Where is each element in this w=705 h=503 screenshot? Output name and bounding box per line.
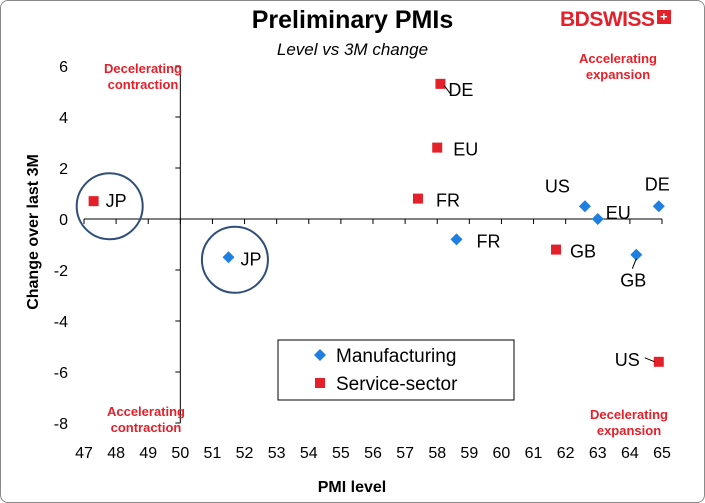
point-manufacturing-us [578, 200, 591, 213]
y-tick-label: 0 [59, 212, 68, 229]
y-tick-label: -4 [54, 314, 68, 331]
point-label-manufacturing-de: DE [645, 174, 670, 194]
quadrant-label-top-right: expansion [586, 67, 650, 82]
quadrant-label-bottom-right: Decelerating [590, 407, 668, 422]
leader-line-service-sector-us [644, 357, 655, 363]
quadrant-label-bottom-left: contraction [111, 420, 182, 435]
legend-marker-service-sector [315, 378, 325, 388]
point-service-sector-jp [88, 196, 99, 207]
y-tick-label: -6 [54, 365, 68, 382]
legend-label: Service-sector [336, 374, 458, 395]
leader-line-manufacturing-gb [631, 258, 637, 269]
highlight-circle-jp-services [75, 172, 144, 241]
brand-logo: BDSWISS + [560, 8, 671, 32]
highlight-circles [75, 172, 269, 294]
x-tick-label: 59 [460, 445, 478, 462]
x-tick-label: 51 [204, 445, 222, 462]
point-manufacturing-eu [591, 213, 604, 225]
brand-plus-icon: + [656, 10, 671, 24]
data-points: JP FR US EU DE GB JP DE EU FR GB US [88, 78, 670, 370]
point-label-service-sector-fr: FR [436, 191, 460, 211]
y-tick-label: 2 [59, 161, 68, 178]
x-tick-label: 55 [332, 445, 350, 462]
point-service-sector-gb [551, 244, 562, 255]
point-label-manufacturing-fr: FR [476, 231, 500, 251]
point-manufacturing-de [652, 200, 665, 213]
x-tick-label: 61 [525, 445, 543, 462]
point-label-service-sector-jp: JP [106, 191, 127, 211]
x-axis-label: PMI level [318, 479, 386, 496]
x-tick-label: 62 [557, 445, 575, 462]
x-tick-label: 57 [396, 445, 414, 462]
y-tick-label: -8 [54, 416, 68, 433]
legend: Manufacturing Service-sector [277, 339, 515, 401]
point-service-sector-us [653, 356, 664, 367]
point-manufacturing-fr [450, 233, 463, 246]
legend-box [277, 339, 515, 401]
leader-line-service-sector-de [444, 85, 451, 95]
y-tick-label: 6 [59, 59, 68, 76]
quadrant-label-bottom-left: Accelerating [107, 404, 185, 419]
point-label-manufacturing-gb: GB [620, 271, 646, 291]
point-label-service-sector-us: US [615, 350, 640, 370]
x-tick-label: 60 [493, 445, 511, 462]
point-label-manufacturing-jp: JP [241, 249, 262, 269]
y-tick-label: -2 [54, 263, 68, 280]
x-tick-label: 52 [236, 445, 254, 462]
point-service-sector-eu [432, 142, 443, 153]
brand-name: BDSWISS [560, 8, 655, 31]
point-label-service-sector-de: DE [448, 80, 473, 100]
point-label-service-sector-eu: EU [453, 140, 478, 160]
quadrant-label-top-left: Decelerating [104, 61, 182, 76]
x-tick-label: 63 [589, 445, 607, 462]
point-label-manufacturing-us: US [545, 176, 570, 196]
point-manufacturing-jp [222, 251, 235, 264]
point-service-sector-fr [412, 193, 423, 204]
legend-label: Manufacturing [336, 346, 456, 367]
x-tick-label: 65 [653, 445, 671, 462]
axes [83, 65, 663, 424]
x-tick-label: 58 [428, 445, 446, 462]
x-tick-label: 64 [621, 445, 639, 462]
highlight-circle-jp-manufacturing [200, 225, 269, 294]
x-tick-label: 47 [75, 445, 93, 462]
y-axis-label: Change over last 3M [25, 154, 42, 310]
quadrant-label-bottom-right: expansion [597, 423, 661, 438]
x-tick-label: 50 [171, 445, 189, 462]
quadrant-label-top-left: contraction [108, 77, 179, 92]
point-label-service-sector-gb: GB [570, 242, 596, 262]
chart-subtitle: Level vs 3M change [276, 40, 429, 59]
x-tick-label: 54 [300, 445, 318, 462]
x-tick-label: 53 [268, 445, 286, 462]
point-manufacturing-gb [630, 248, 643, 261]
x-tick-label: 48 [107, 445, 125, 462]
legend-marker-manufacturing [314, 349, 326, 361]
quadrant-labels: DeceleratingcontractionAcceleratingexpan… [104, 51, 668, 438]
point-label-manufacturing-eu: EU [606, 203, 631, 223]
point-service-sector-de [435, 78, 446, 89]
y-tick-label: 4 [59, 110, 68, 127]
quadrant-label-top-right: Accelerating [579, 51, 657, 66]
x-tick-label: 49 [139, 445, 157, 462]
chart-title: Preliminary PMIs [251, 6, 454, 34]
x-tick-label: 56 [364, 445, 382, 462]
